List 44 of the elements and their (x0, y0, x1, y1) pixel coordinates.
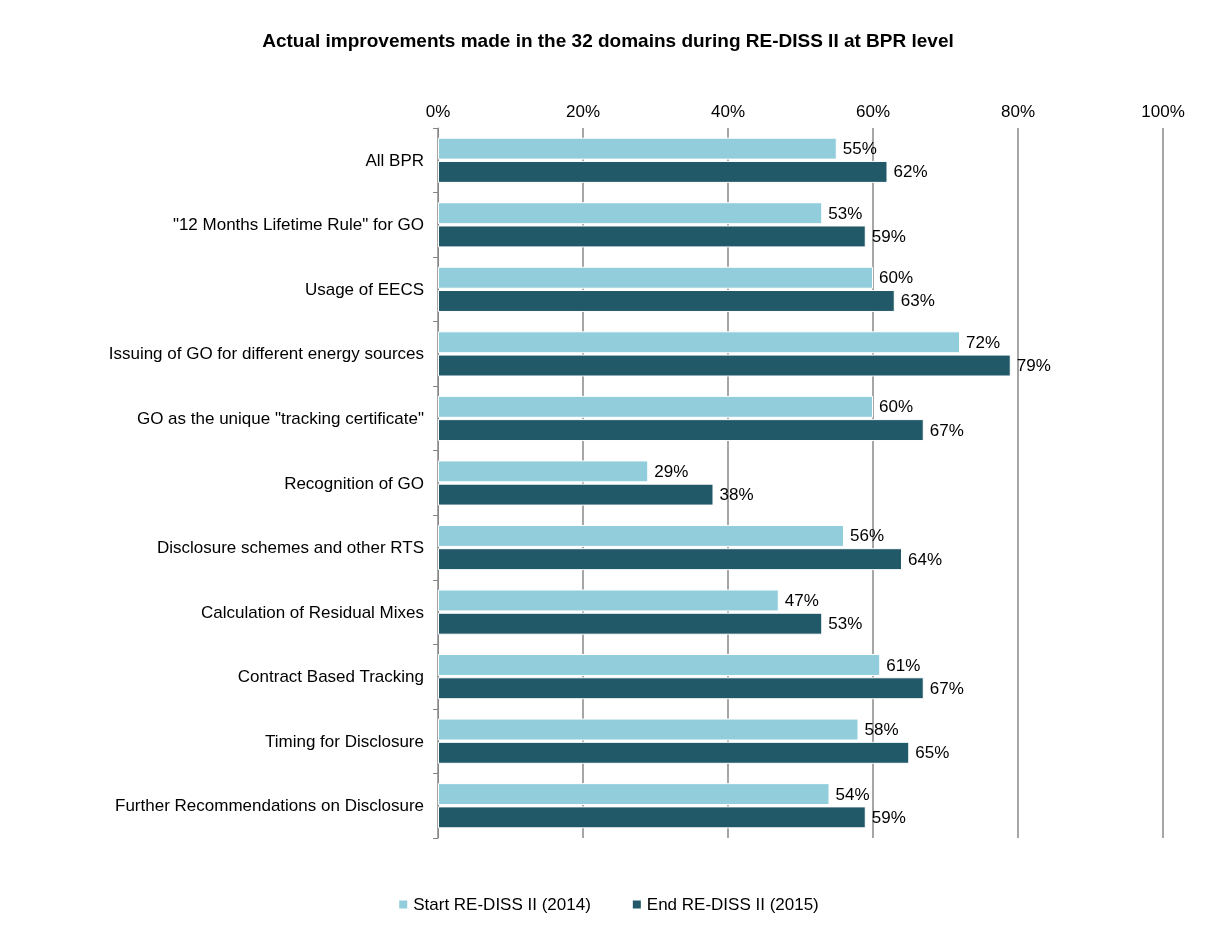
data-label: 47% (784, 590, 819, 610)
legend-label: Start RE-DISS II (2014) (413, 895, 591, 914)
y-tick-label: "12 Months Lifetime Rule" for GO (172, 215, 424, 235)
data-label: 59% (871, 807, 906, 827)
data-label: 60% (879, 268, 914, 288)
data-label: 53% (828, 203, 863, 223)
data-label: 63% (900, 291, 935, 311)
bar (438, 460, 649, 483)
legend-label: End RE-DISS II (2015) (646, 895, 819, 914)
data-label: 72% (966, 332, 1001, 352)
bar (438, 483, 714, 506)
y-tick-label: Disclosure schemes and other RTS (156, 538, 424, 558)
data-label: 65% (915, 743, 950, 763)
data-label: 38% (719, 485, 754, 505)
data-label: 67% (929, 420, 964, 440)
y-tick-label: Timing for Disclosure (264, 731, 424, 751)
x-tick-label: 100% (1141, 102, 1185, 121)
y-tick-label: Further Recommendations on Disclosure (115, 796, 424, 816)
chart-title: Actual improvements made in the 32 domains during RE-DISS II at BPR level (262, 30, 954, 51)
data-label: 53% (828, 614, 863, 634)
data-label: 61% (886, 655, 921, 675)
y-tick-label: GO as the unique "tracking certificate" (136, 408, 424, 428)
x-tick-label: 20% (565, 102, 601, 121)
data-label: 64% (908, 549, 943, 569)
data-label: 56% (850, 526, 885, 546)
x-tick-label: 40% (710, 102, 746, 121)
data-label: 58% (864, 720, 899, 740)
data-label: 67% (929, 678, 964, 698)
y-tick-label: Calculation of Residual Mixes (201, 602, 424, 622)
y-tick-label: Usage of EECS (304, 279, 424, 299)
data-label: 55% (842, 139, 877, 159)
y-tick-label: All BPR (365, 150, 424, 170)
data-label: 60% (879, 397, 914, 417)
x-tick-label: 80% (1000, 102, 1036, 121)
data-label: 59% (871, 226, 906, 246)
x-tick-label: 60% (855, 102, 891, 121)
data-label: 29% (654, 461, 689, 481)
data-label: 54% (835, 784, 870, 804)
y-tick-label: Recognition of GO (284, 473, 424, 493)
y-tick-label: Issuing of GO for different energy sources (108, 344, 424, 364)
data-label: 79% (1016, 356, 1051, 376)
data-label: 62% (893, 162, 928, 182)
x-tick-label: 0% (425, 102, 451, 121)
y-tick-label: Contract Based Tracking (237, 667, 424, 687)
